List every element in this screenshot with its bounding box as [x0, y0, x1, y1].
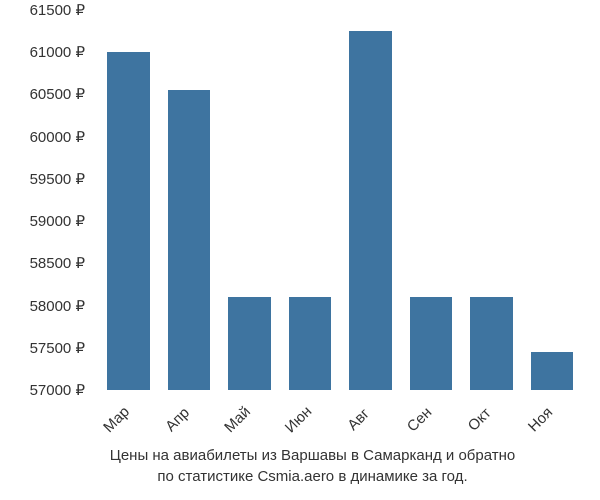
- chart-caption: Цены на авиабилеты из Варшавы в Самаркан…: [30, 445, 595, 487]
- bar: [228, 297, 271, 390]
- y-tick-label: 58500 ₽: [30, 254, 85, 272]
- y-tick-label: 60500 ₽: [30, 85, 85, 103]
- plot-area: [95, 10, 585, 390]
- x-axis: МарАпрМайИюнАвгСенОктНоя: [95, 395, 585, 445]
- price-chart: 57000 ₽ 57500 ₽ 58000 ₽ 58500 ₽ 59000 ₽ 59500…: [0, 0, 600, 500]
- y-tick-label: 61000 ₽: [30, 43, 85, 61]
- bar: [410, 297, 453, 390]
- bar: [531, 352, 574, 390]
- y-tick-label: 61500 ₽: [30, 1, 85, 19]
- y-tick-label: 59000 ₽: [30, 212, 85, 230]
- y-axis: 57000 ₽57500 ₽58000 ₽58500 ₽59000 ₽59500…: [0, 10, 90, 390]
- y-tick-label: 60000 ₽: [30, 128, 85, 146]
- bar: [289, 297, 332, 390]
- bar: [168, 90, 211, 390]
- bar: [107, 52, 150, 390]
- bar: [470, 297, 513, 390]
- bars-container: [95, 10, 585, 390]
- y-tick-label: 57000 ₽: [30, 381, 85, 399]
- bar: [349, 31, 392, 390]
- y-tick-label: 59500 ₽: [30, 170, 85, 188]
- y-tick-label: 58000 ₽: [30, 297, 85, 315]
- y-tick-label: 57500 ₽: [30, 339, 85, 357]
- caption-line-1: Цены на авиабилеты из Варшавы в Самаркан…: [110, 447, 516, 464]
- caption-line-2: по статистике Csmia.aero в динамике за г…: [157, 468, 467, 485]
